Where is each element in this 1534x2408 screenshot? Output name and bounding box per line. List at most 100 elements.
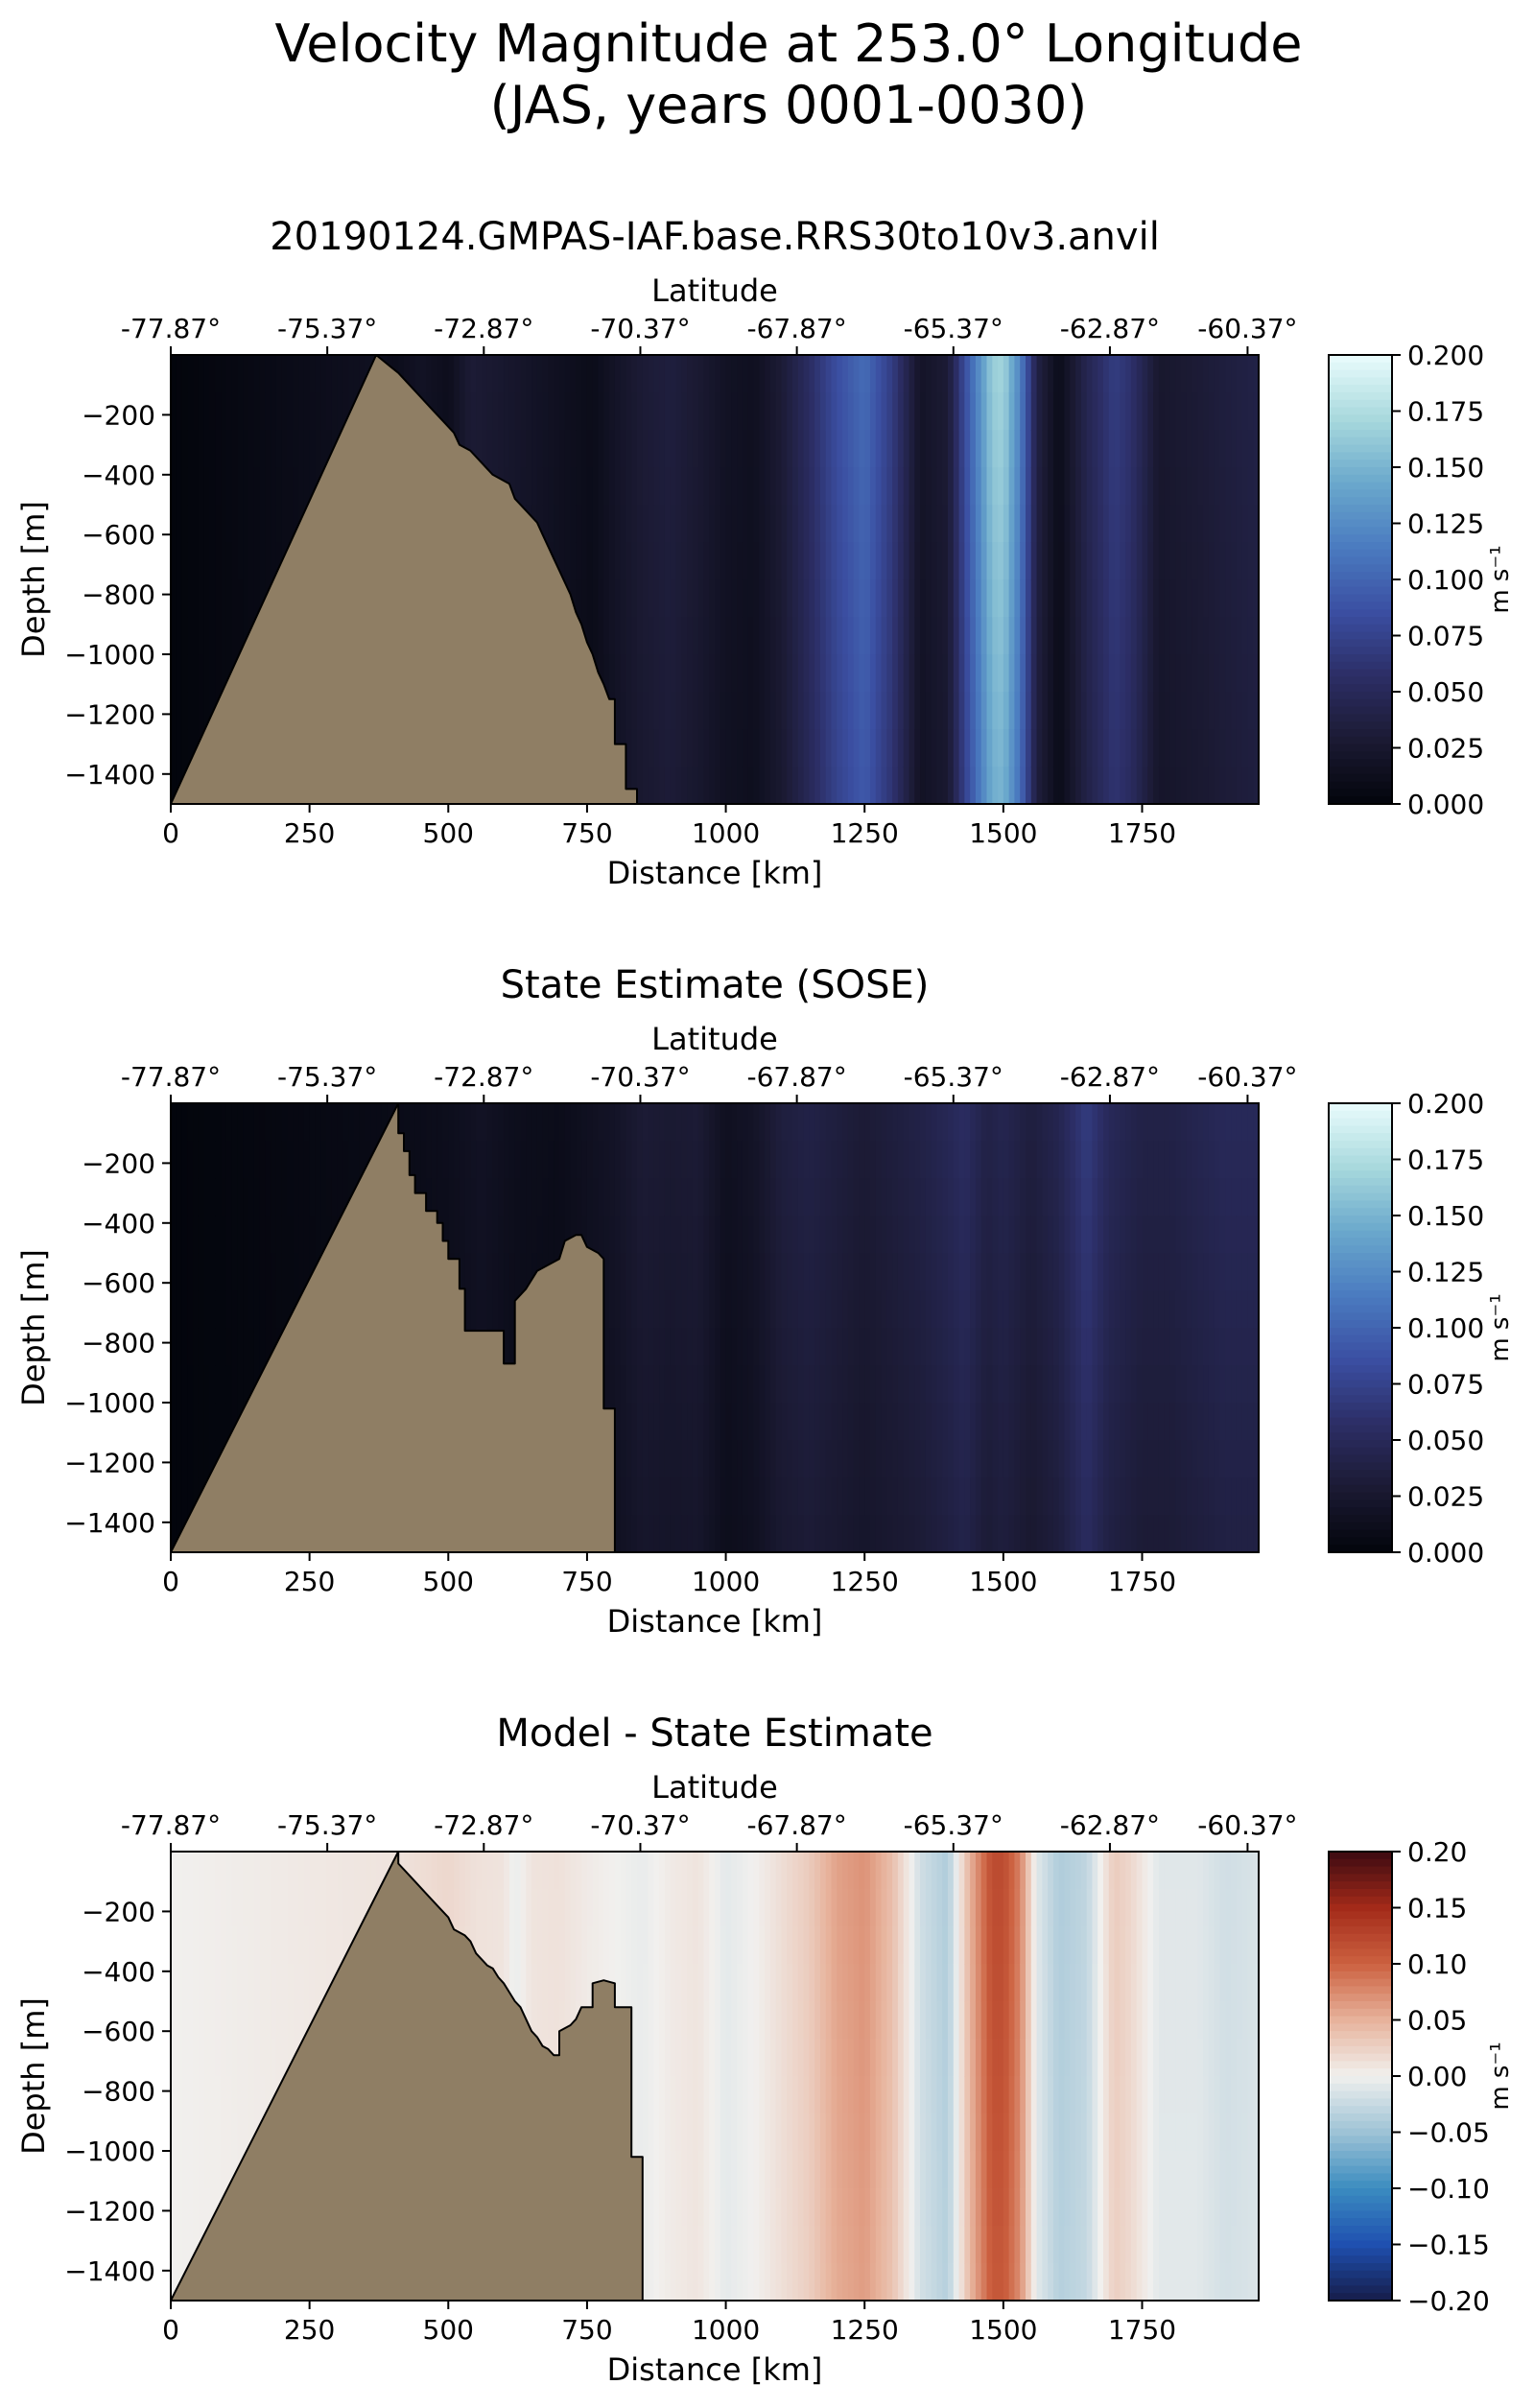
heatmap-cell bbox=[892, 505, 899, 543]
heatmap-cell bbox=[187, 392, 194, 431]
heatmap-cell bbox=[870, 505, 877, 543]
colorbar-segment bbox=[1329, 609, 1392, 618]
heatmap-cell bbox=[1036, 355, 1043, 393]
heatmap-cell bbox=[1097, 579, 1104, 618]
heatmap-cell bbox=[203, 1178, 211, 1216]
heatmap-cell bbox=[986, 392, 993, 431]
heatmap-cell bbox=[998, 1403, 1004, 1441]
colorbar-segment bbox=[1329, 482, 1392, 490]
heatmap-cell bbox=[958, 1440, 965, 1478]
heatmap-cell bbox=[970, 729, 977, 767]
heatmap-cell bbox=[819, 1365, 827, 1404]
heatmap-cell bbox=[653, 617, 660, 655]
heatmap-cell bbox=[631, 617, 638, 655]
heatmap-cell bbox=[625, 1103, 632, 1142]
colorbar-segment bbox=[1329, 355, 1392, 364]
heatmap-cell bbox=[819, 542, 827, 580]
heatmap-cell bbox=[831, 1253, 838, 1291]
colorbar-segment bbox=[1329, 1470, 1392, 1478]
heatmap-cell bbox=[797, 542, 805, 580]
heatmap-cell bbox=[753, 392, 760, 431]
heatmap-cell bbox=[1080, 1178, 1088, 1216]
heatmap-cell bbox=[1120, 505, 1126, 543]
heatmap-cell bbox=[1158, 1328, 1166, 1366]
heatmap-cell bbox=[1036, 1477, 1043, 1516]
heatmap-cell bbox=[787, 767, 793, 805]
heatmap-cell bbox=[209, 355, 216, 393]
heatmap-cell bbox=[998, 1440, 1004, 1478]
heatmap-cell bbox=[648, 767, 654, 805]
heatmap-cell bbox=[631, 767, 638, 805]
heatmap-cell bbox=[1080, 1515, 1088, 1553]
heatmap-cell bbox=[814, 1328, 821, 1366]
heatmap-cell bbox=[737, 1365, 743, 1404]
heatmap-cell bbox=[171, 767, 177, 805]
heatmap-cell bbox=[709, 392, 716, 431]
heatmap-cell bbox=[1103, 505, 1110, 543]
heatmap-cell bbox=[1070, 355, 1076, 393]
heatmap-cell bbox=[964, 1365, 971, 1404]
heatmap-cell bbox=[809, 1216, 815, 1254]
heatmap-cell bbox=[1008, 692, 1016, 730]
heatmap-cell bbox=[1086, 729, 1094, 767]
heatmap-cell bbox=[853, 467, 861, 506]
heatmap-cell bbox=[1108, 1103, 1116, 1142]
heatmap-cell bbox=[842, 729, 849, 767]
heatmap-cell bbox=[692, 542, 699, 580]
heatmap-cell bbox=[171, 2039, 177, 2077]
heatmap-cell bbox=[1064, 1403, 1071, 1441]
heatmap-cell bbox=[881, 767, 887, 805]
heatmap-cell bbox=[637, 1440, 644, 1478]
heatmap-cell bbox=[1092, 1216, 1098, 1254]
heatmap-cell bbox=[659, 767, 666, 805]
heatmap-cell bbox=[1197, 1141, 1204, 1179]
heatmap-cell bbox=[1080, 1403, 1088, 1441]
heatmap-cell bbox=[797, 1365, 805, 1404]
heatmap-cell bbox=[847, 579, 855, 618]
heatmap-cell bbox=[1075, 392, 1082, 431]
heatmap-cell bbox=[1253, 392, 1260, 431]
heatmap-cell bbox=[1003, 1216, 1010, 1254]
heatmap-cell bbox=[980, 692, 988, 730]
heatmap-cell bbox=[980, 1440, 988, 1478]
heatmap-cell bbox=[1158, 1440, 1166, 1478]
heatmap-cell bbox=[1008, 579, 1016, 618]
heatmap-cell bbox=[1058, 1290, 1066, 1329]
heatmap-cell bbox=[1070, 1403, 1076, 1441]
heatmap-cell bbox=[870, 692, 877, 730]
heatmap-cell bbox=[936, 392, 943, 431]
heatmap-cell bbox=[653, 1216, 660, 1254]
heatmap-cell bbox=[1086, 579, 1094, 618]
heatmap-cell bbox=[914, 1253, 921, 1291]
heatmap-cell bbox=[1158, 729, 1166, 767]
heatmap-cell bbox=[737, 1403, 743, 1441]
heatmap-cell bbox=[747, 1477, 755, 1516]
heatmap-cell bbox=[1225, 692, 1232, 730]
heatmap-cell bbox=[1175, 1440, 1182, 1478]
heatmap-cell bbox=[598, 1216, 604, 1254]
y-axis-label: Depth [m] bbox=[15, 501, 52, 658]
heatmap-cell bbox=[486, 1253, 494, 1291]
heatmap-cell bbox=[253, 1216, 261, 1254]
heatmap-cell bbox=[709, 1365, 716, 1404]
heatmap-cell bbox=[1158, 579, 1166, 618]
heatmap-cell bbox=[620, 467, 627, 506]
colorbar-segment bbox=[1329, 1253, 1392, 1262]
heatmap-cell bbox=[697, 355, 705, 393]
colorbar-tick-label: 0.075 bbox=[1407, 621, 1484, 652]
heatmap-cell bbox=[1014, 1440, 1021, 1478]
heatmap-cell bbox=[642, 467, 649, 506]
heatmap-cell bbox=[259, 1178, 266, 1216]
heatmap-cell bbox=[620, 654, 627, 693]
heatmap-cell bbox=[920, 355, 927, 393]
heatmap-cell bbox=[931, 1141, 938, 1179]
heatmap-cell bbox=[942, 1216, 949, 1254]
heatmap-cell bbox=[697, 1253, 705, 1291]
heatmap-cell bbox=[531, 355, 538, 393]
heatmap-cell bbox=[1075, 729, 1082, 767]
heatmap-cell bbox=[853, 430, 861, 468]
heatmap-cell bbox=[1064, 1440, 1071, 1478]
heatmap-cell bbox=[637, 1141, 644, 1179]
heatmap-cell bbox=[787, 1328, 793, 1366]
heatmap-cell bbox=[1008, 505, 1016, 543]
